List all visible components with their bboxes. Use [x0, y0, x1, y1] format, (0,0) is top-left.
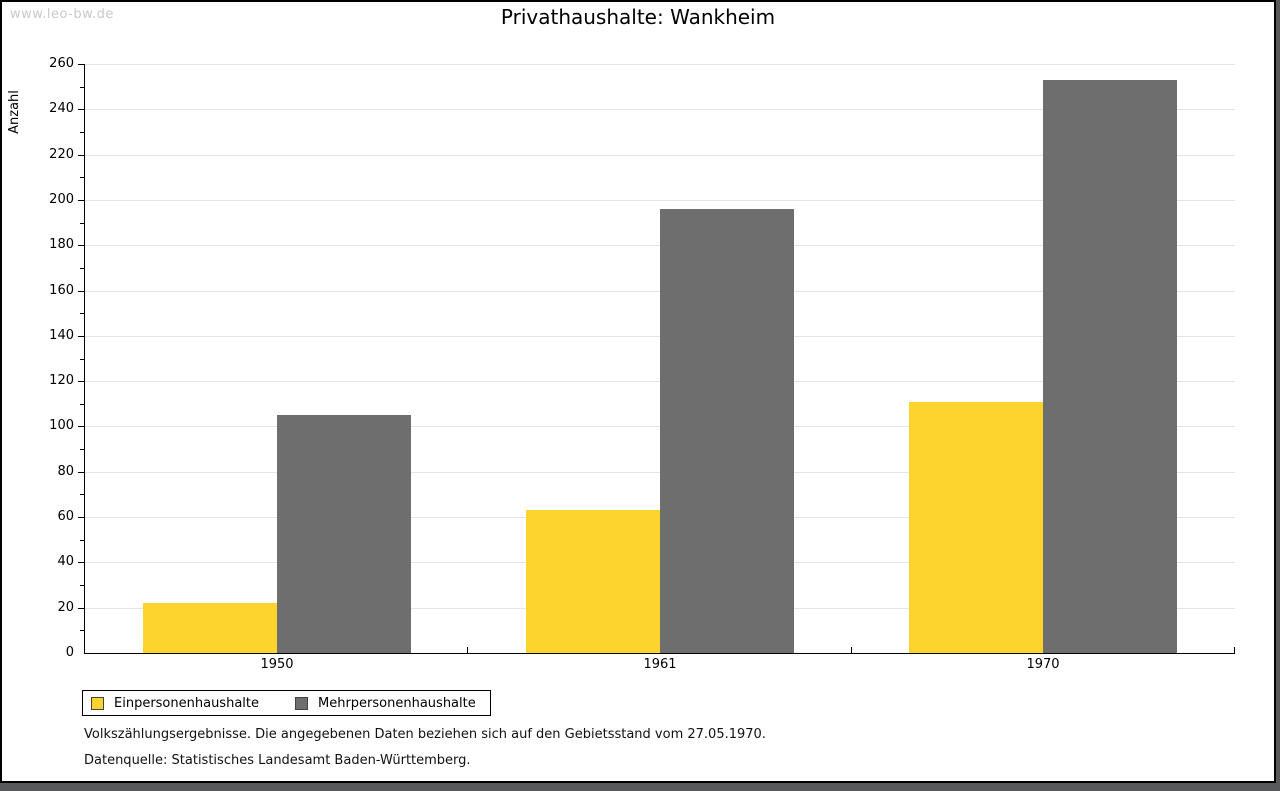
- legend: Einpersonenhaushalte Mehrpersonenhaushalt…: [82, 690, 491, 716]
- y-axis-tick-label: 0: [65, 645, 74, 660]
- footer-source: Datenquelle: Statistisches Landesamt Bad…: [84, 753, 471, 768]
- bar-Mehrpersonenhaushalte-1970: [1043, 80, 1177, 653]
- bar-Mehrpersonenhaushalte-1950: [277, 415, 411, 653]
- y-axis-tick-label: 160: [49, 283, 74, 298]
- y-axis-tick: [78, 245, 84, 246]
- y-axis-tick-label: 200: [49, 192, 74, 207]
- y-axis-tick-label: 120: [49, 373, 74, 388]
- y-axis-tick: [78, 381, 84, 382]
- watermark: www.leo-bw.de: [10, 7, 114, 22]
- y-axis-tick: [78, 109, 84, 110]
- y-axis-tick: [80, 404, 84, 405]
- y-axis-tick: [80, 177, 84, 178]
- y-axis-tick: [78, 608, 84, 609]
- gridline: [85, 109, 1235, 110]
- legend-label: Einpersonenhaushalte: [114, 695, 259, 711]
- legend-item: Einpersonenhaushalte: [91, 696, 259, 711]
- y-axis-tick: [80, 585, 84, 586]
- chart-title: Privathaushalte: Wankheim: [500, 5, 776, 29]
- x-axis-tick: [1234, 647, 1235, 653]
- y-axis-tick: [80, 540, 84, 541]
- bar-Einpersonenhaushalte-1961: [526, 510, 660, 653]
- gridline: [85, 64, 1235, 65]
- y-axis-tick: [80, 630, 84, 631]
- y-axis-tick-label: 100: [49, 418, 74, 433]
- y-axis-tick: [78, 155, 84, 156]
- y-axis-tick: [78, 336, 84, 337]
- y-axis-tick-labels: 0 20 40 60 80 100 120 140 160 180 200 220 240 260: [2, 56, 74, 660]
- y-axis-tick: [78, 472, 84, 473]
- y-axis-tick: [80, 268, 84, 269]
- plot-area: 1950 1961 1970: [84, 64, 1235, 672]
- y-axis-tick-label: 20: [57, 600, 74, 615]
- y-axis-tick: [78, 517, 84, 518]
- y-axis-tick-label: 140: [49, 328, 74, 343]
- y-axis-ticks: [78, 64, 84, 653]
- y-axis-tick: [80, 359, 84, 360]
- y-axis-tick: [80, 313, 84, 314]
- y-axis-tick: [80, 132, 84, 133]
- y-axis-tick: [78, 200, 84, 201]
- legend-label: Mehrpersonenhaushalte: [318, 695, 476, 711]
- legend-swatch: [295, 696, 308, 710]
- y-axis-tick-label: 60: [57, 509, 74, 524]
- x-axis-category-label: 1970: [1026, 657, 1060, 672]
- x-axis-category-label: 1961: [643, 657, 677, 672]
- x-axis-category-label: 1950: [260, 657, 294, 672]
- bar-Mehrpersonenhaushalte-1961: [660, 209, 794, 653]
- gridline: [85, 200, 1235, 201]
- y-axis-tick: [80, 87, 84, 88]
- y-axis-tick-label: 180: [49, 237, 74, 252]
- y-axis-tick: [80, 223, 84, 224]
- legend-item: Mehrpersonenhaushalte: [295, 696, 476, 711]
- x-axis-tick: [467, 647, 468, 653]
- y-axis-tick-label: 220: [49, 147, 74, 162]
- y-axis-tick: [80, 494, 84, 495]
- y-axis-tick: [78, 64, 84, 65]
- legend-swatch: [91, 696, 104, 710]
- y-axis-tick: [78, 291, 84, 292]
- y-axis-tick: [78, 426, 84, 427]
- gridline: [85, 155, 1235, 156]
- footer-note: Volkszählungsergebnisse. Die angegebenen…: [84, 727, 766, 742]
- y-axis-tick: [78, 562, 84, 563]
- y-axis-tick-label: 80: [57, 464, 74, 479]
- x-axis-tick: [851, 647, 852, 653]
- y-axis-tick-label: 40: [57, 554, 74, 569]
- bar-Einpersonenhaushalte-1970: [909, 402, 1043, 653]
- y-axis-tick: [80, 449, 84, 450]
- y-axis-tick-label: 260: [49, 56, 74, 71]
- y-axis-tick-label: 240: [49, 101, 74, 116]
- bar-Einpersonenhaushalte-1950: [143, 603, 277, 653]
